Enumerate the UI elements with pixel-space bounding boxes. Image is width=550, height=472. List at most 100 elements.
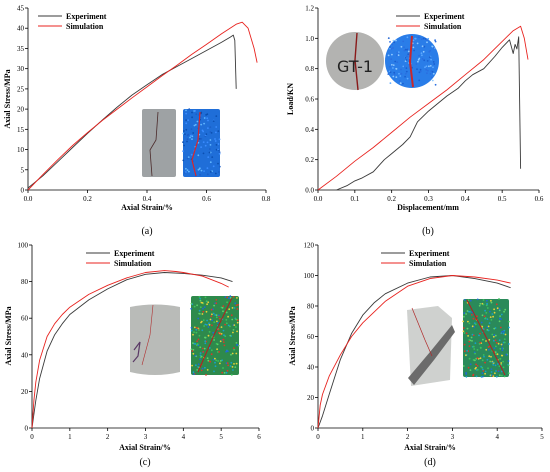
particle-dot (390, 58, 393, 60)
particle-dot (194, 364, 197, 367)
particle-dot (235, 304, 238, 307)
particle-dot (209, 161, 212, 164)
particle-dot (481, 372, 484, 375)
particle-dot (501, 330, 504, 333)
particle-dot (505, 353, 508, 356)
particle-dot (419, 68, 422, 71)
particle-dot (193, 373, 195, 375)
particle-dot (232, 369, 234, 371)
particle-dot (213, 339, 216, 341)
particle-dot (226, 362, 229, 364)
particle-dot (197, 338, 200, 341)
particle-dot (199, 346, 202, 349)
legend-label-experiment: Experiment (424, 12, 465, 21)
x-tick-label: 0.6 (202, 195, 211, 203)
particle-dot (188, 170, 190, 173)
x-tick-label: 4 (182, 433, 186, 441)
particle-dot (205, 310, 208, 313)
particle-dot (420, 52, 423, 55)
particle-dot (398, 79, 401, 82)
specimen-photo (130, 304, 180, 375)
particle-dot (215, 131, 217, 134)
particle-dot (422, 50, 425, 53)
crack-line (411, 307, 433, 357)
particle-dot (412, 39, 415, 42)
particle-dot (188, 108, 191, 111)
y-tick-label: 10 (17, 146, 25, 154)
panel-caption: (a) (141, 226, 152, 237)
particle-dot (215, 115, 218, 117)
particle-dot (193, 331, 195, 333)
particle-dot (203, 170, 206, 173)
particle-dot (207, 334, 210, 337)
particle-dot (191, 350, 194, 352)
series-line-simulation (27, 21, 258, 191)
particle-dot (430, 76, 433, 79)
particle-dot (462, 365, 465, 367)
particle-dot (217, 130, 220, 133)
legend-label-simulation: Simulation (409, 259, 447, 268)
particle-dot (200, 320, 203, 323)
particle-dot (185, 109, 187, 112)
y-tick-label: 0 (21, 187, 25, 195)
particle-dot (219, 360, 222, 362)
particle-dot (205, 323, 208, 326)
particle-dot (406, 77, 409, 80)
particle-dot (220, 326, 223, 328)
x-tick-label: 0.5 (498, 195, 507, 203)
particle-dot (419, 70, 422, 73)
particle-dot (183, 144, 186, 147)
particle-dot (421, 58, 424, 60)
particle-dot (235, 326, 237, 328)
particle-dot (202, 141, 205, 144)
particle-dot (489, 310, 491, 313)
particle-dot (218, 151, 221, 154)
particle-dot (405, 70, 408, 73)
particle-dot (462, 330, 465, 333)
particle-dot (400, 68, 402, 71)
particle-dot (187, 156, 190, 159)
particle-dot (227, 315, 230, 318)
particle-dot (202, 152, 205, 155)
particle-dot (472, 317, 475, 320)
particle-dot (494, 351, 497, 353)
y-tick-label: 0 (311, 425, 315, 433)
particle-dot (199, 299, 202, 302)
y-tick-label: 15 (17, 126, 25, 134)
particle-dot (474, 323, 477, 326)
particle-dot (225, 322, 228, 325)
particle-dot (463, 312, 466, 314)
crack-line (141, 304, 154, 366)
particle-dot (502, 366, 505, 369)
particle-dot (400, 72, 403, 75)
crack-line (197, 297, 233, 373)
particle-dot (479, 341, 482, 344)
particle-dot (434, 39, 436, 42)
panel-a: 0.0 0.2 0.4 0.6 0.8 0 5 10 15 20 25 30 35 40 45 Axial S… (3, 5, 271, 238)
particle-dot (422, 37, 425, 40)
particle-dot (490, 374, 493, 377)
particle-dot (391, 43, 394, 46)
particle-dot (433, 47, 435, 49)
particle-dot (235, 362, 238, 365)
x-tick-label: 1 (361, 433, 365, 441)
particle-dot (185, 122, 188, 125)
particle-dot (433, 63, 436, 65)
specimen-photos (407, 298, 510, 386)
particle-dot (481, 314, 484, 317)
particle-dot (400, 45, 403, 48)
particle-dot (214, 365, 217, 368)
y-tick-label: 1.0 (305, 35, 314, 43)
particle-dot (476, 368, 479, 371)
particle-dot (495, 370, 497, 372)
particle-dot (501, 374, 503, 377)
particle-dot (390, 48, 393, 50)
particle-dot (198, 309, 201, 312)
particle-dot (205, 300, 208, 302)
crack-line (466, 299, 506, 376)
particle-dot (402, 65, 405, 68)
particle-dot (191, 364, 194, 367)
particle-dot (503, 338, 506, 340)
x-tick-label: 0.0 (314, 195, 323, 203)
particle-dot (194, 110, 197, 112)
